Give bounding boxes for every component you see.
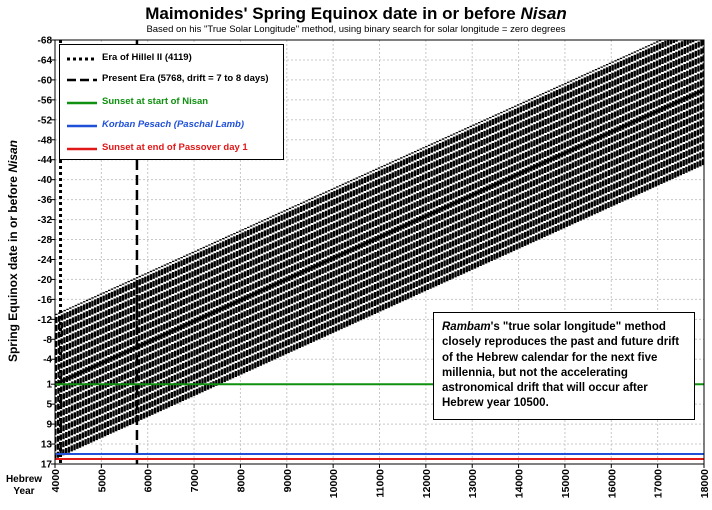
y-tick-label: -36 [38, 195, 53, 206]
legend-label: Korban Pesach (Paschal Lamb) [102, 119, 245, 130]
legend-swatch-green [67, 101, 97, 105]
x-tick-label: 12000 [421, 469, 433, 498]
x-tick-label: 16000 [606, 469, 618, 498]
y-ticks: -68 -64 -60 -56 -52 -48 -44 -40 -36 -32 -28 -24 -20 -… [38, 36, 55, 471]
equinox-band [55, 40, 704, 460]
x-tick-label: 18000 [699, 469, 711, 498]
y-tick-label: 13 [41, 440, 53, 451]
equinox-trend-line [54, 88, 705, 386]
y-tick-label: -24 [38, 255, 53, 266]
y-tick-label: 9 [46, 420, 52, 431]
legend-label: Era of Hillel II (4119) [102, 52, 192, 63]
legend-swatch-dashed [67, 78, 97, 82]
x-tick-label: 8000 [235, 469, 247, 493]
y-tick-label: -56 [38, 95, 53, 106]
equinox-sawtooth [55, 40, 704, 460]
y-tick-label: 1 [46, 380, 52, 391]
y-tick-label: -4 [43, 355, 52, 366]
y-tick-label: -44 [38, 155, 53, 166]
y-tick-label: -28 [38, 235, 53, 246]
legend-swatch-blue [67, 124, 97, 128]
x-tick-label: 4000 [50, 469, 62, 493]
y-tick-label: 17 [41, 460, 53, 471]
x-tick-label: 14000 [514, 469, 526, 498]
x-tick-label: 15000 [560, 469, 572, 498]
legend-label: Present Era (5768, drift = 7 to 8 days) [102, 73, 269, 84]
x-tick-label: 5000 [96, 469, 108, 493]
trend-line-layer [54, 88, 705, 386]
x-tick-label: 6000 [143, 469, 155, 493]
x-tick-label: 13000 [467, 469, 479, 498]
y-tick-label: -20 [38, 275, 53, 286]
chart-subtitle: Based on his "True Solar Longitude" meth… [146, 24, 566, 35]
x-tick-label: 17000 [653, 469, 665, 498]
y-tick-label: -32 [38, 215, 53, 226]
x-axis-label: Hebrew Year [5, 474, 43, 497]
y-tick-label: -52 [38, 115, 53, 126]
y-tick-label: -12 [38, 315, 53, 326]
legend-item-start-nisan: Sunset at start of Nisan [60, 95, 285, 111]
x-tick-label: 11000 [375, 469, 387, 498]
annotation-box: Rambam's "true solar longitude" method c… [433, 312, 695, 420]
legend-swatch-red [67, 147, 97, 151]
legend-item-hillel: Era of Hillel II (4119) [60, 51, 285, 67]
y-tick-label: -48 [38, 135, 53, 146]
legend: Era of Hillel II (4119) Present Era (576… [59, 44, 284, 160]
x-tick-label: 7000 [189, 469, 201, 493]
y-tick-label: -40 [38, 175, 53, 186]
x-ticks: 4000 5000 6000 7000 8000 9000 10000 11000 12000 1… [50, 464, 711, 498]
legend-item-korban-pesach: Korban Pesach (Paschal Lamb) [60, 118, 285, 134]
y-tick-label: 5 [46, 400, 52, 411]
legend-label: Sunset at start of Nisan [102, 96, 209, 107]
y-tick-label: -68 [38, 36, 53, 47]
y-tick-label: -60 [38, 75, 53, 86]
chart-title: Maimonides' Spring Equinox date in or be… [145, 4, 567, 23]
legend-swatch-dotted [67, 57, 97, 61]
legend-item-end-passover: Sunset at end of Passover day 1 [60, 141, 285, 157]
x-tick-label: 9000 [282, 469, 294, 493]
x-tick-label: 10000 [328, 469, 340, 498]
y-tick-label: -8 [43, 335, 52, 346]
legend-label: Sunset at end of Passover day 1 [102, 142, 248, 153]
y-tick-label: -64 [38, 55, 53, 66]
y-axis-label: Spring Equinox date in or before Nisan [6, 139, 20, 363]
legend-item-present-era: Present Era (5768, drift = 7 to 8 days) [60, 72, 285, 88]
y-tick-label: -16 [38, 295, 53, 306]
